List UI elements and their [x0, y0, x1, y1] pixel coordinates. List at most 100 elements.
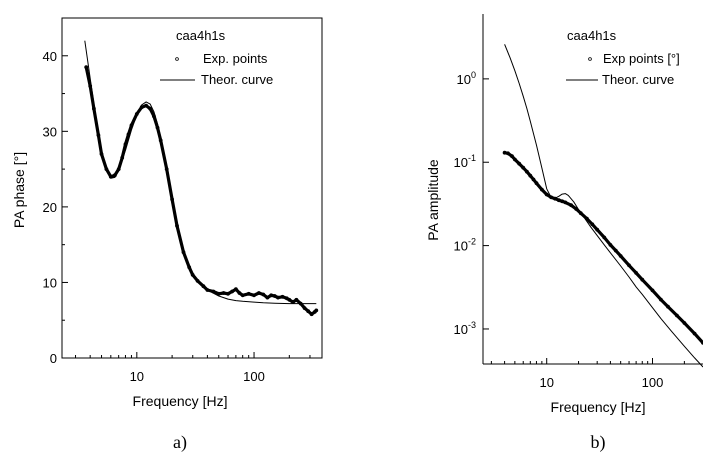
data-point-exp [556, 198, 561, 203]
plot-frame [61, 17, 323, 359]
x-tick-label: 10 [539, 375, 553, 390]
data-point-exp [590, 222, 595, 227]
x-tick-label: 100 [642, 375, 664, 390]
tick-labels: 0 10 20 30 40 10 100 [43, 49, 265, 384]
legend: caa4h1s Exp. points Theor. curve [160, 28, 273, 87]
tick-labels: 100 10-1 10-2 10-3 10 100 [454, 70, 664, 390]
data-point-exp [613, 248, 618, 253]
data-point-exp [534, 181, 539, 186]
data-point-exp [234, 287, 238, 292]
data-point-exp [272, 294, 277, 298]
data-point-exp [257, 291, 261, 295]
y-axis-label: PA phase [°] [11, 152, 27, 228]
data-point-exp [510, 154, 514, 159]
data-point-exp [261, 292, 266, 297]
data-point-exp [627, 263, 631, 268]
data-point-exp [252, 293, 256, 298]
x-axis-label: Frequency [Hz] [133, 393, 228, 409]
y-tick-label: 10 [43, 275, 57, 290]
data-point-exp [640, 277, 645, 282]
data-point-exp [230, 289, 235, 294]
data-point-exp [506, 151, 510, 156]
series-group [502, 44, 703, 368]
data-point-exp [682, 321, 687, 325]
panel-caption-a: a) [173, 432, 187, 453]
data-point-exp [291, 300, 295, 304]
data-point-exp [595, 227, 600, 232]
y-tick-label: 100 [457, 70, 476, 87]
data-point-exp [521, 165, 526, 170]
data-point-exp [306, 309, 311, 314]
data-point-exp [517, 161, 522, 166]
series-line-exp-points [84, 66, 318, 316]
series-line-exp-points [504, 151, 703, 344]
legend-entry-exp-points: Exp. points [203, 51, 268, 66]
data-point-exp [531, 177, 536, 182]
data-point-exp [513, 157, 517, 162]
data-point-exp [666, 304, 670, 309]
data-point-exp [302, 306, 307, 310]
data-point-exp [502, 150, 507, 155]
data-point-exp [634, 271, 638, 275]
data-point-exp [608, 243, 613, 247]
data-point-exp [650, 288, 655, 293]
data-point-exp [221, 291, 226, 295]
series-group [84, 40, 319, 317]
data-point-exp [569, 203, 573, 208]
axis-ticks [62, 55, 311, 359]
data-point-exp [659, 297, 663, 302]
data-point-exp [216, 291, 221, 296]
legend-entry-theor-curve: Theor. curve [201, 72, 273, 87]
data-point-exp [84, 65, 89, 69]
data-point-exp [602, 235, 607, 240]
chart-panel-b: 100 10-1 10-2 10-3 10 100 caa4h1s Exp points … [425, 14, 703, 453]
y-tick-label: 30 [43, 124, 57, 139]
data-point-exp [144, 103, 149, 108]
y-tick-label: 40 [43, 49, 57, 64]
data-point-exp [563, 200, 568, 205]
data-point-exp [525, 169, 529, 174]
data-point-exp [309, 312, 314, 317]
data-point-exp [675, 313, 679, 318]
series-line-theor-curve [84, 40, 317, 305]
y-tick-label: 10-3 [454, 320, 476, 337]
data-point-exp [560, 199, 565, 204]
legend: caa4h1s Exp points [°] Theor. curve [566, 28, 680, 87]
data-point-exp [265, 295, 270, 300]
legend-marker-exp-points [588, 57, 592, 61]
legend-title: caa4h1s [567, 28, 617, 43]
legend-entry-exp-points: Exp points [°] [603, 51, 680, 66]
y-tick-label: 10-2 [454, 237, 476, 254]
data-point-exp [226, 291, 230, 296]
series-line-theor-curve [504, 44, 703, 368]
data-point-exp [240, 293, 245, 298]
y-tick-label: 0 [50, 351, 57, 366]
y-tick-label: 20 [43, 200, 57, 215]
chart-panel-a: 0 10 20 30 40 10 100 caa4h1s Exp. points Theor… [11, 17, 323, 453]
data-point-exp [540, 187, 544, 192]
data-point-exp [280, 294, 285, 299]
panel-caption-b: b) [591, 432, 606, 453]
y-axis-label: PA amplitude [425, 159, 441, 241]
data-point-exp [269, 293, 274, 298]
x-tick-label: 10 [130, 369, 144, 384]
data-point-exp [618, 254, 623, 258]
data-point-exp [314, 308, 319, 313]
axis-ticks [483, 78, 685, 364]
data-point-exp [692, 331, 697, 336]
data-point-exp [276, 295, 280, 300]
data-point-exp [287, 297, 292, 302]
legend-title: caa4h1s [176, 28, 226, 43]
legend-entry-theor-curve: Theor. curve [602, 72, 674, 87]
x-tick-label: 100 [243, 369, 265, 384]
data-point-exp [237, 291, 242, 295]
legend-marker-exp-points [175, 57, 179, 61]
data-point-exp [246, 291, 251, 296]
data-point-exp [528, 173, 533, 178]
data-point-exp [123, 142, 128, 147]
data-point-exp [294, 297, 299, 302]
data-point-exp [544, 192, 549, 197]
data-point-exp [148, 106, 153, 111]
